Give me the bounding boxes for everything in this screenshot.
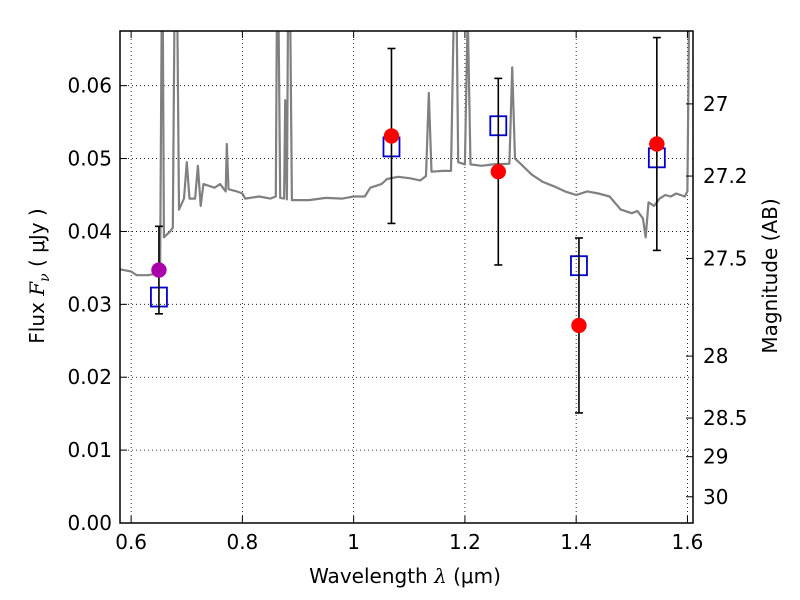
- observed-flux-point: [571, 317, 587, 334]
- x-tick-label: 0.8: [226, 530, 258, 554]
- observed-flux-point: [649, 136, 665, 152]
- y-axis-subscript: ν: [37, 273, 53, 282]
- right-axis-label: Magnitude (AB): [758, 198, 782, 353]
- right-tick-label: 28: [703, 344, 728, 368]
- right-tick-label: 27: [703, 92, 728, 116]
- y-tick-label: 0.03: [67, 292, 112, 316]
- y-tick-label: 0.05: [67, 147, 112, 171]
- y-tick-label: 0.01: [67, 438, 112, 462]
- y-tick-label: 0.00: [67, 511, 112, 535]
- model-spectrum-line: [120, 31, 691, 277]
- x-axis-label: Wavelength λ (μm): [309, 564, 501, 588]
- series-group: [120, 31, 691, 277]
- y-tick-label: 0.06: [67, 74, 112, 98]
- x-axis-symbol: λ: [433, 564, 447, 588]
- right-tick-label: 29: [703, 445, 728, 469]
- grid: [120, 31, 693, 524]
- y-tick-label: 0.04: [67, 219, 112, 243]
- x-tick-label: 1: [347, 530, 360, 554]
- y-axis-symbol: F: [25, 281, 49, 297]
- x-tick-label: 1.4: [560, 530, 592, 554]
- observed-flux-point: [383, 128, 400, 144]
- observed-flux-point: [151, 262, 167, 278]
- axis-ticks: 0.6 0.8 1 1.2 1.4 1.6 0.00 0.01 0.02 0.03 0.04 0.05…: [67, 31, 748, 554]
- right-tick-label: 27.2: [703, 164, 748, 188]
- x-tick-label: 0.6: [115, 530, 147, 554]
- right-tick-label: 30: [703, 485, 728, 509]
- y-axis-label: Flux Fν ( μJy ): [25, 208, 53, 343]
- right-tick-label: 27.5: [703, 246, 748, 270]
- x-tick-label: 1.6: [672, 530, 704, 554]
- plot-area: [120, 31, 691, 414]
- plot-frame: [119, 30, 694, 524]
- y-tick-label: 0.02: [67, 365, 112, 389]
- x-tick-label: 1.2: [449, 530, 481, 554]
- y-axis-unit: ( μJy ): [25, 208, 49, 273]
- right-tick-label: 28.5: [703, 406, 748, 430]
- observed-flux-point: [490, 163, 507, 180]
